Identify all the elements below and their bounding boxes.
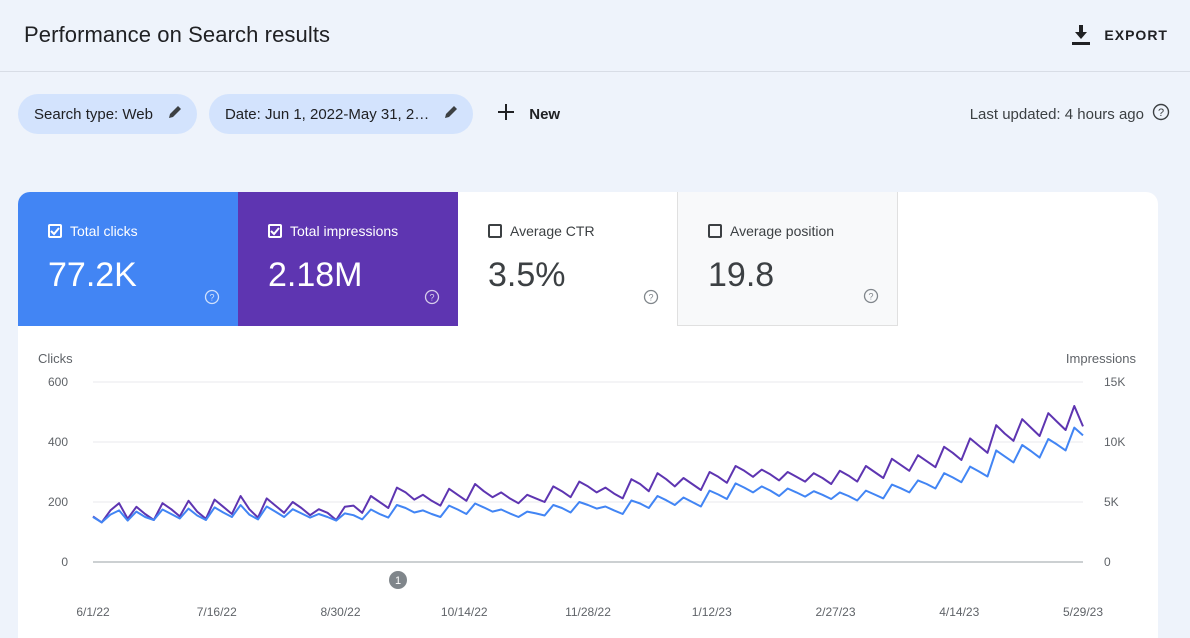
date-range-chip[interactable]: Date: Jun 1, 2022-May 31, 2… bbox=[208, 94, 474, 134]
right-tick-label: 10K bbox=[1104, 435, 1125, 449]
header-bar: Performance on Search results EXPORT bbox=[0, 0, 1190, 72]
metric-total-clicks[interactable]: Total clicks 77.2K ? bbox=[18, 192, 238, 326]
plus-icon bbox=[497, 103, 515, 125]
right-axis-title: Impressions bbox=[1066, 351, 1137, 366]
checkbox-empty-icon[interactable] bbox=[708, 224, 722, 238]
metric-label: Average position bbox=[730, 223, 835, 239]
left-tick-label: 600 bbox=[48, 375, 68, 389]
right-tick-label: 0 bbox=[1104, 555, 1111, 569]
metric-value: 19.8 bbox=[708, 256, 775, 294]
annotation-marker-label: 1 bbox=[395, 575, 401, 587]
chart-svg: Clicks Impressions 600 15K 400 10K 200 5K 0 0 6… bbox=[38, 351, 1137, 619]
x-tick-label: 6/1/22 bbox=[76, 605, 110, 619]
left-tick-label: 200 bbox=[48, 495, 68, 509]
edit-pencil-icon bbox=[443, 104, 459, 124]
metric-average-position[interactable]: Average position 19.8 ? bbox=[678, 192, 898, 326]
help-icon[interactable]: ? bbox=[424, 289, 440, 310]
metric-label: Total clicks bbox=[70, 223, 138, 239]
metric-value: 2.18M bbox=[268, 256, 363, 294]
annotation-marker-circle bbox=[389, 571, 407, 589]
download-icon bbox=[1072, 25, 1091, 45]
svg-text:?: ? bbox=[648, 293, 653, 303]
help-icon[interactable]: ? bbox=[1152, 103, 1170, 125]
right-tick-label: 5K bbox=[1104, 495, 1119, 509]
left-tick-label: 0 bbox=[61, 555, 68, 569]
date-range-label: Date: Jun 1, 2022-May 31, 2… bbox=[224, 105, 430, 123]
performance-card: Total clicks 77.2K ? Total impressions 2… bbox=[18, 192, 1158, 638]
left-tick-label: 400 bbox=[48, 435, 68, 449]
metric-value: 3.5% bbox=[488, 256, 566, 294]
export-button[interactable]: EXPORT bbox=[1072, 22, 1168, 48]
checkbox-empty-icon[interactable] bbox=[488, 224, 502, 238]
metric-label: Total impressions bbox=[290, 223, 399, 239]
x-tick-label: 7/16/22 bbox=[197, 605, 237, 619]
svg-text:?: ? bbox=[868, 292, 873, 302]
edit-pencil-icon bbox=[167, 104, 183, 124]
annotation-marker[interactable]: 1 bbox=[389, 571, 407, 589]
export-label: EXPORT bbox=[1104, 27, 1168, 43]
x-tick-label: 8/30/22 bbox=[320, 605, 360, 619]
x-tick-label: 10/14/22 bbox=[441, 605, 488, 619]
x-tick-label: 2/27/23 bbox=[815, 605, 855, 619]
metric-label: Average CTR bbox=[510, 223, 595, 239]
metric-value: 77.2K bbox=[48, 256, 137, 294]
search-type-label: Search type: Web bbox=[34, 105, 153, 123]
metric-total-impressions[interactable]: Total impressions 2.18M ? bbox=[238, 192, 458, 326]
help-icon[interactable]: ? bbox=[863, 288, 879, 309]
series-line-clicks bbox=[92, 426, 1084, 524]
checkbox-checked-icon[interactable] bbox=[268, 224, 282, 238]
metric-header: Average position bbox=[708, 223, 834, 239]
performance-chart: Clicks Impressions 600 15K 400 10K 200 5K 0 0 6… bbox=[18, 326, 1158, 638]
metric-average-ctr[interactable]: Average CTR 3.5% ? bbox=[458, 192, 678, 326]
x-tick-label: 1/12/23 bbox=[692, 605, 732, 619]
svg-text:?: ? bbox=[209, 293, 214, 303]
x-tick-label: 11/28/22 bbox=[565, 605, 611, 619]
new-filter-label: New bbox=[529, 105, 561, 123]
series-line-impressions bbox=[92, 405, 1084, 524]
metric-header: Average CTR bbox=[488, 223, 595, 239]
metric-tabs: Total clicks 77.2K ? Total impressions 2… bbox=[18, 192, 898, 326]
x-tick-label: 4/14/23 bbox=[939, 605, 979, 619]
x-tick-label: 5/29/23 bbox=[1063, 605, 1103, 619]
svg-text:?: ? bbox=[429, 293, 434, 303]
help-icon[interactable]: ? bbox=[204, 289, 220, 310]
filter-bar: Search type: Web Date: Jun 1, 2022-May 3… bbox=[18, 94, 560, 134]
search-type-chip[interactable]: Search type: Web bbox=[18, 94, 197, 134]
last-updated: Last updated: 4 hours ago ? bbox=[970, 103, 1170, 125]
left-axis-title: Clicks bbox=[38, 351, 73, 366]
last-updated-text: Last updated: 4 hours ago bbox=[969, 105, 1144, 123]
new-filter-button[interactable]: New bbox=[497, 103, 560, 125]
metric-header: Total impressions bbox=[268, 223, 398, 239]
metric-header: Total clicks bbox=[48, 223, 138, 239]
svg-text:?: ? bbox=[1158, 107, 1164, 119]
right-tick-label: 15K bbox=[1104, 375, 1125, 389]
help-icon[interactable]: ? bbox=[643, 289, 659, 310]
checkbox-checked-icon[interactable] bbox=[48, 224, 62, 238]
page-title: Performance on Search results bbox=[24, 22, 331, 47]
